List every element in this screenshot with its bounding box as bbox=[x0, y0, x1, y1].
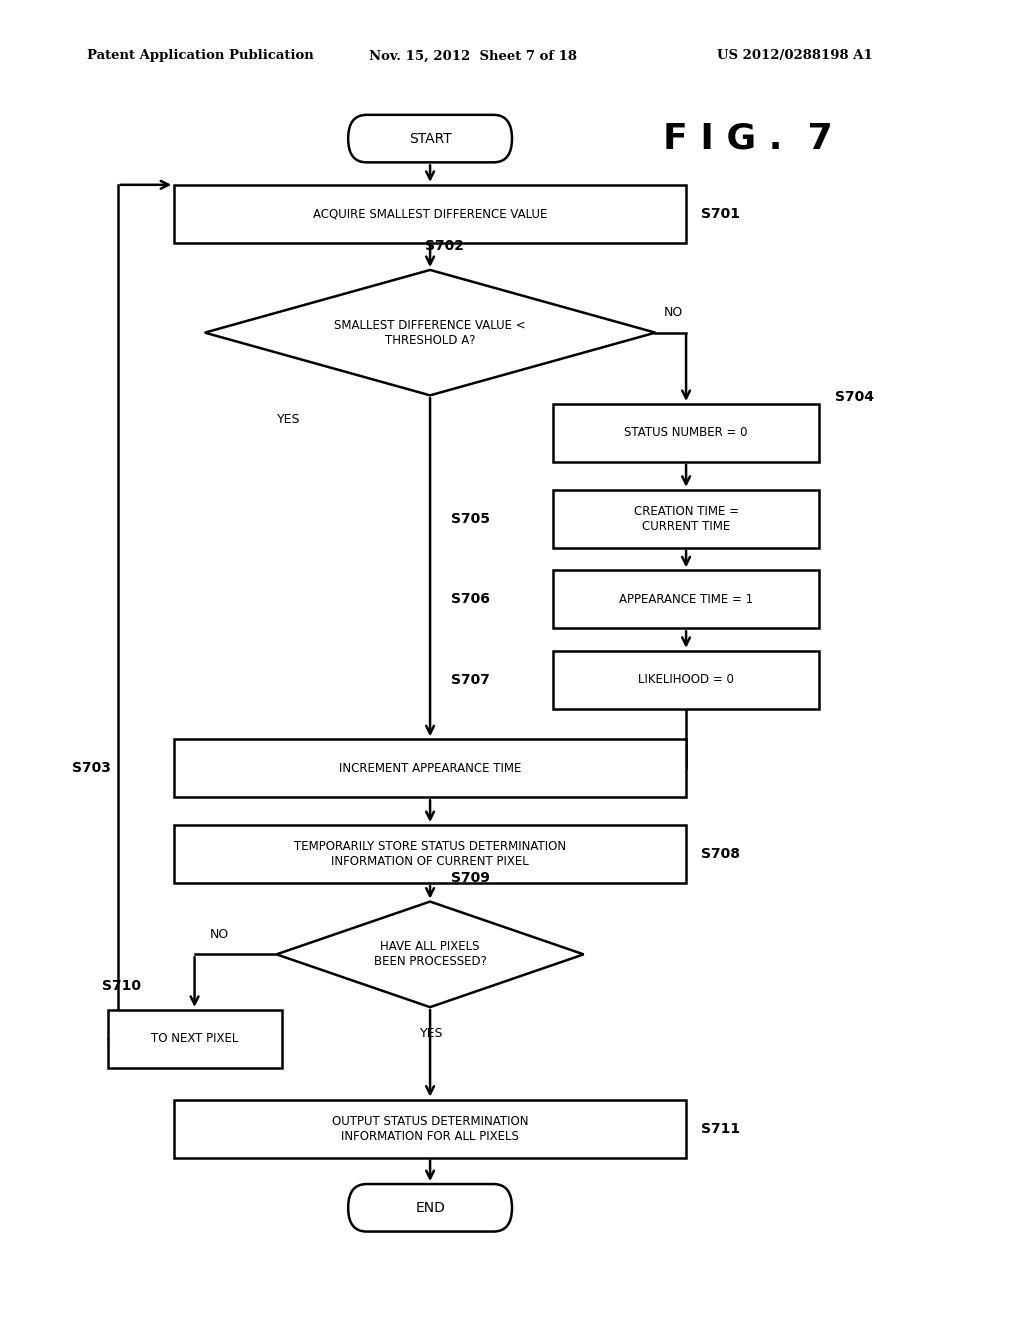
Text: S711: S711 bbox=[701, 1122, 740, 1135]
Text: S706: S706 bbox=[451, 593, 489, 606]
Text: APPEARANCE TIME = 1: APPEARANCE TIME = 1 bbox=[620, 593, 753, 606]
Text: NO: NO bbox=[210, 928, 229, 941]
Text: YES: YES bbox=[420, 1027, 443, 1040]
Text: START: START bbox=[409, 132, 452, 145]
Text: END: END bbox=[415, 1201, 445, 1214]
Text: S702: S702 bbox=[425, 239, 464, 253]
Text: INCREMENT APPEARANCE TIME: INCREMENT APPEARANCE TIME bbox=[339, 762, 521, 775]
Polygon shape bbox=[205, 271, 655, 396]
Text: ACQUIRE SMALLEST DIFFERENCE VALUE: ACQUIRE SMALLEST DIFFERENCE VALUE bbox=[313, 207, 547, 220]
Text: S708: S708 bbox=[701, 847, 740, 861]
Text: S709: S709 bbox=[451, 871, 489, 884]
FancyBboxPatch shape bbox=[348, 1184, 512, 1232]
Text: NO: NO bbox=[664, 306, 683, 319]
Text: TO NEXT PIXEL: TO NEXT PIXEL bbox=[151, 1032, 239, 1045]
FancyBboxPatch shape bbox=[174, 185, 686, 243]
FancyBboxPatch shape bbox=[108, 1010, 282, 1068]
Text: S710: S710 bbox=[102, 979, 141, 993]
Text: LIKELIHOOD = 0: LIKELIHOOD = 0 bbox=[638, 673, 734, 686]
Polygon shape bbox=[276, 902, 584, 1007]
FancyBboxPatch shape bbox=[553, 490, 819, 548]
Text: SMALLEST DIFFERENCE VALUE <
THRESHOLD A?: SMALLEST DIFFERENCE VALUE < THRESHOLD A? bbox=[334, 318, 526, 347]
Text: F I G .  7: F I G . 7 bbox=[663, 121, 833, 156]
FancyBboxPatch shape bbox=[553, 651, 819, 709]
FancyBboxPatch shape bbox=[553, 570, 819, 628]
Text: S705: S705 bbox=[451, 512, 489, 525]
Text: YES: YES bbox=[276, 413, 300, 425]
Text: OUTPUT STATUS DETERMINATION
INFORMATION FOR ALL PIXELS: OUTPUT STATUS DETERMINATION INFORMATION … bbox=[332, 1114, 528, 1143]
Text: S703: S703 bbox=[72, 762, 111, 775]
Text: Patent Application Publication: Patent Application Publication bbox=[87, 49, 313, 62]
Text: S704: S704 bbox=[835, 391, 873, 404]
Text: S701: S701 bbox=[701, 207, 740, 220]
FancyBboxPatch shape bbox=[174, 739, 686, 797]
FancyBboxPatch shape bbox=[553, 404, 819, 462]
FancyBboxPatch shape bbox=[174, 825, 686, 883]
Text: CREATION TIME =
CURRENT TIME: CREATION TIME = CURRENT TIME bbox=[634, 504, 738, 533]
FancyBboxPatch shape bbox=[174, 1100, 686, 1158]
FancyBboxPatch shape bbox=[348, 115, 512, 162]
Text: TEMPORARILY STORE STATUS DETERMINATION
INFORMATION OF CURRENT PIXEL: TEMPORARILY STORE STATUS DETERMINATION I… bbox=[294, 840, 566, 869]
Text: STATUS NUMBER = 0: STATUS NUMBER = 0 bbox=[625, 426, 748, 440]
Text: S707: S707 bbox=[451, 673, 489, 686]
Text: HAVE ALL PIXELS
BEEN PROCESSED?: HAVE ALL PIXELS BEEN PROCESSED? bbox=[374, 940, 486, 969]
Text: Nov. 15, 2012  Sheet 7 of 18: Nov. 15, 2012 Sheet 7 of 18 bbox=[369, 49, 577, 62]
Text: US 2012/0288198 A1: US 2012/0288198 A1 bbox=[717, 49, 872, 62]
